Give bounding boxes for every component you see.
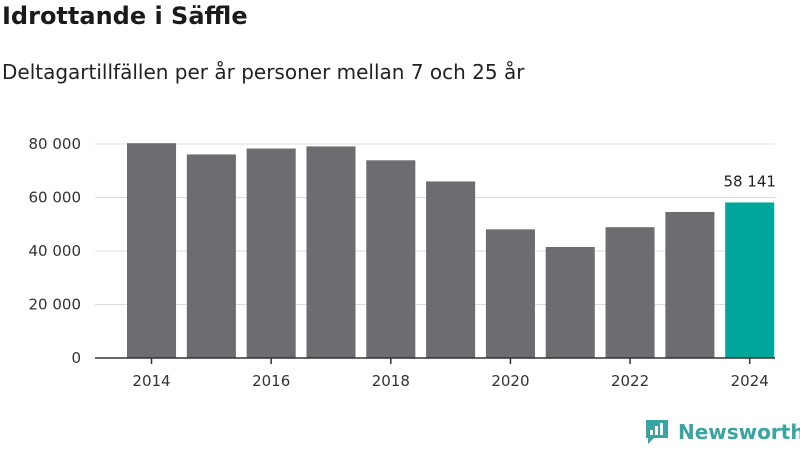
x-tick-label: 2016 — [252, 372, 290, 390]
y-tick-label: 0 — [71, 349, 81, 367]
bar-2020 — [485, 229, 535, 358]
x-tick-label: 2018 — [372, 372, 410, 390]
bar-2016 — [246, 148, 296, 358]
y-tick-label: 20 000 — [29, 296, 82, 314]
bar-2024 — [725, 202, 775, 358]
x-tick-label: 2020 — [491, 372, 529, 390]
bar-2022 — [605, 227, 655, 358]
data-label: 58 141 — [723, 172, 776, 190]
x-tick-label: 2014 — [132, 372, 170, 390]
bar-2017 — [306, 146, 356, 358]
y-tick-label: 80 000 — [29, 135, 82, 153]
bar-2019 — [426, 181, 476, 358]
bar-2018 — [366, 160, 416, 358]
bar-2023 — [665, 211, 715, 358]
bar-2015 — [186, 154, 236, 358]
brand-name: Newsworthy — [678, 420, 800, 444]
chart-subtitle: Deltagartillfällen per år personer mella… — [2, 60, 525, 84]
chart-title: Idrottande i Säffle — [2, 2, 248, 30]
x-tick-label: 2022 — [611, 372, 649, 390]
y-tick-label: 60 000 — [29, 189, 82, 207]
newsworthy-logo[interactable]: Newsworthy — [644, 418, 800, 446]
bar-2021 — [545, 246, 595, 358]
x-tick-label: 2024 — [731, 372, 769, 390]
y-tick-label: 40 000 — [29, 242, 82, 260]
bar-2014 — [127, 143, 177, 358]
newsworthy-icon — [646, 420, 668, 444]
